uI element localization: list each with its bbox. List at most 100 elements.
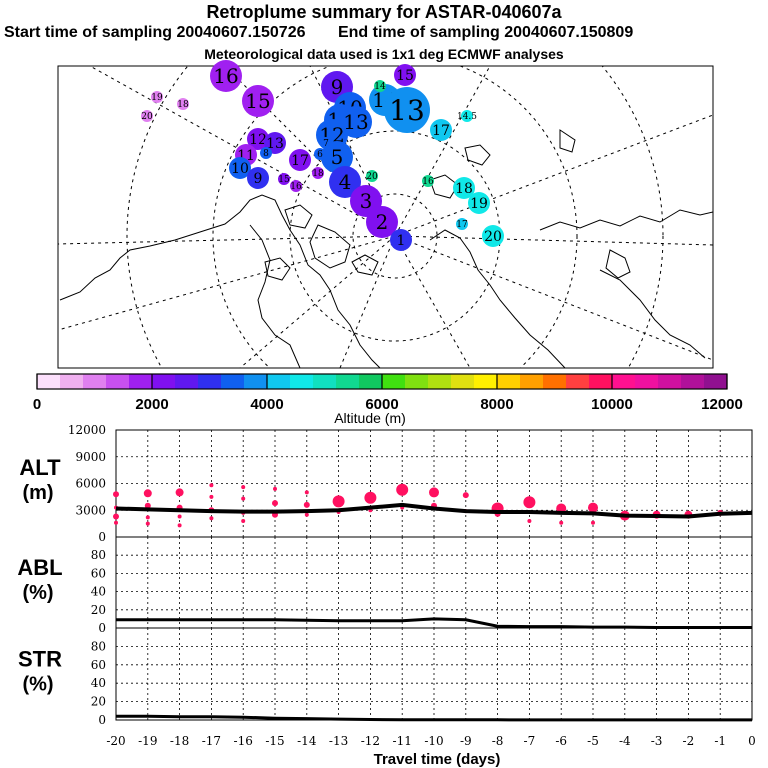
map-dot <box>229 157 251 179</box>
alt-point <box>177 514 182 519</box>
colorbar-swatch <box>129 374 153 389</box>
y-axis-unit: (m) <box>22 482 53 504</box>
panel-str: 80 60 40 20 0 STR(%) <box>18 627 753 727</box>
map-trajectory-dots: 1615191820121311109171516188910111213543… <box>141 60 504 251</box>
map-day-label: 3 <box>360 189 373 213</box>
map-day-label: 16 <box>422 177 434 187</box>
y-tick-label: 0 <box>98 530 106 544</box>
colorbar-swatch <box>520 374 544 389</box>
y-tick-label: 0 <box>98 713 106 727</box>
colorbar-swatch <box>428 374 452 389</box>
map-day-label: 20 <box>141 112 153 122</box>
panel-abl: 80 60 40 20 0 ABL(%) <box>17 536 753 635</box>
map-dot <box>374 80 386 92</box>
y-tick-label: 12000 <box>68 423 106 437</box>
colorbar-swatch <box>313 374 337 389</box>
map-dot <box>422 175 434 187</box>
x-tick-label: -10 <box>424 734 443 748</box>
map-dot <box>260 147 272 159</box>
map-dot <box>456 218 468 230</box>
x-tick-label: -16 <box>234 734 253 748</box>
x-tick-label: -1 <box>714 734 726 748</box>
alt-point <box>241 518 246 523</box>
x-tick-label: -5 <box>587 734 599 748</box>
map-day-label: 20 <box>366 172 378 182</box>
alt-point <box>209 516 214 521</box>
alt-mean-line <box>115 502 753 519</box>
y-tick-label: 20 <box>91 603 106 617</box>
met-data-note: Meteorological data used is 1x1 deg ECMW… <box>204 46 564 62</box>
y-tick-label: 60 <box>91 658 106 672</box>
map-day-label: 14 <box>374 82 386 92</box>
map-day-label: 15 <box>245 89 270 113</box>
colorbar-swatch <box>382 374 406 389</box>
x-tick-label: -15 <box>265 734 284 748</box>
y-tick-label: 80 <box>91 639 106 653</box>
colorbar-swatch <box>244 374 268 389</box>
map-day-label: 18 <box>177 100 189 110</box>
colorbar-tick-label: 6000 <box>365 396 398 413</box>
map-day-label: 10 <box>231 161 249 177</box>
x-tick-label: 0 <box>748 734 756 748</box>
colorbar-tick-label: 8000 <box>480 396 513 413</box>
alt-point <box>175 488 184 497</box>
map-day-label: 16 <box>213 64 238 88</box>
alt-point <box>241 485 246 490</box>
map-day-label: 2 <box>376 210 389 234</box>
colorbar-swatch <box>175 374 199 389</box>
alt-point <box>273 486 277 491</box>
map-dot <box>312 167 324 179</box>
alt-point <box>364 491 377 504</box>
alt-point <box>209 494 214 499</box>
alt-point <box>113 513 119 520</box>
alt-point <box>144 502 151 509</box>
map-day-label: 18 <box>455 181 473 197</box>
map-day-label: 9 <box>254 171 263 187</box>
map-dot <box>340 106 372 138</box>
y-tick-label: 60 <box>91 566 106 580</box>
y-axis-label: ALT <box>19 455 61 480</box>
x-axis: -20 -19 -18 -17 -16 -15 -14 -13 -12 -11 -10 -9 -8 -7-… <box>106 734 755 768</box>
colorbar-swatch <box>336 374 360 389</box>
colorbar-swatch <box>405 374 429 389</box>
alt-point <box>527 518 532 523</box>
colorbar-swatch <box>681 374 705 389</box>
map-dot <box>278 173 290 185</box>
y-tick-label: 9000 <box>75 450 106 464</box>
y-axis-label: ABL <box>17 555 62 580</box>
map-dot <box>329 166 361 198</box>
map-dot <box>247 167 269 189</box>
map-day-label: 17 <box>432 123 450 139</box>
x-tick-label: -12 <box>361 734 380 748</box>
colorbar-swatch <box>612 374 636 389</box>
map-dot <box>320 137 332 149</box>
map-dot <box>453 177 475 199</box>
y-tick-label: 40 <box>91 585 106 599</box>
colorbar-tick-label: 2000 <box>135 396 168 413</box>
alt-point <box>209 483 214 488</box>
colorbar-swatch <box>267 374 291 389</box>
y-axis-unit: (%) <box>22 674 53 696</box>
sampling-times: Start time of sampling 20040607.150726 E… <box>4 24 661 42</box>
colorbar-swatch <box>106 374 130 389</box>
map-day-label: 7 <box>323 139 329 149</box>
x-tick-label: -14 <box>297 734 317 748</box>
x-tick-label: -11 <box>393 734 412 748</box>
map-day-label: 13 <box>389 94 425 127</box>
y-tick-label: 6000 <box>75 477 106 491</box>
map-day-label: 19 <box>151 93 163 103</box>
start-time: Start time of sampling 20040607.150726 <box>4 24 306 41</box>
map-dot <box>321 141 353 173</box>
colorbar-tick-label: 4000 <box>250 396 283 413</box>
x-tick-label: -8 <box>492 734 504 748</box>
map-day-label: 18 <box>312 169 324 179</box>
colorbar-swatch <box>37 374 61 389</box>
map-dot <box>247 128 269 150</box>
x-tick-label: -3 <box>651 734 663 748</box>
alt-point <box>304 490 309 495</box>
x-tick-label: -9 <box>460 734 472 748</box>
map-dot <box>461 110 473 122</box>
map-dot <box>151 91 163 103</box>
x-tick-label: -7 <box>524 734 536 748</box>
x-tick-label: -19 <box>138 734 157 748</box>
